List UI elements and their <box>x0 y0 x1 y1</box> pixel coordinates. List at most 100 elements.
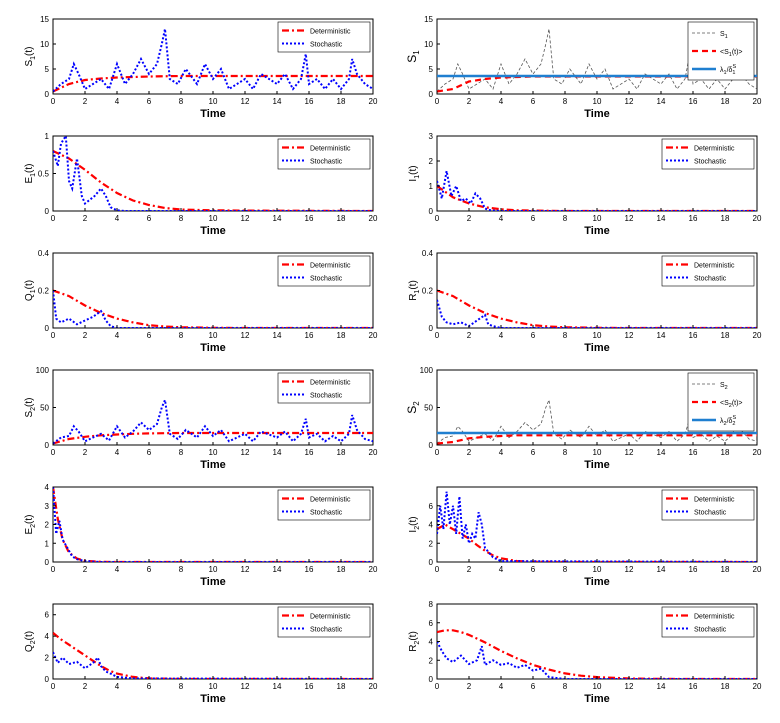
legend-label-sto: Stochastic <box>694 510 727 517</box>
y-tick-label: 3 <box>429 132 434 141</box>
x-tick-label: 6 <box>147 214 152 223</box>
x-axis-label: Time <box>584 576 609 588</box>
legend-label-sto: Stochastic <box>310 510 343 517</box>
legend-label-sto: Stochastic <box>694 159 727 166</box>
x-tick-label: 14 <box>273 97 282 106</box>
x-tick-label: 12 <box>241 565 250 574</box>
x-axis-label: Time <box>200 576 225 588</box>
y-tick-label: 0 <box>45 441 50 450</box>
y-tick-label: 0 <box>429 441 434 450</box>
x-tick-label: 14 <box>657 331 666 340</box>
x-tick-label: 12 <box>241 682 250 691</box>
x-tick-label: 2 <box>83 682 88 691</box>
series-Q1-det-0 <box>53 289 373 328</box>
x-tick-label: 6 <box>531 214 536 223</box>
x-tick-label: 8 <box>179 448 184 457</box>
x-tick-label: 6 <box>147 448 152 457</box>
x-tick-label: 16 <box>305 565 314 574</box>
y-tick-label: 0 <box>45 324 50 333</box>
legend: Deterministic Stochastic <box>277 489 371 521</box>
chart-E1: 0 2 4 6 8 10 12 14 16 18 20 0 0.5 1 Time E1(t) Determini… <box>24 132 378 237</box>
y-tick-label: 0 <box>429 207 434 216</box>
series-S2-det-0 <box>53 431 373 445</box>
x-tick-label: 8 <box>179 97 184 106</box>
legend: Deterministic Stochastic <box>661 138 755 170</box>
x-axis-label: Time <box>584 342 609 354</box>
x-tick-label: 18 <box>337 448 346 457</box>
legend-label-mean: <S1(t)> <box>720 49 743 58</box>
legend: Deterministic Stochastic <box>661 489 755 521</box>
x-tick-label: 20 <box>369 97 378 106</box>
y-axis-label: R1(t) <box>408 280 421 301</box>
x-tick-label: 12 <box>625 682 634 691</box>
y-tick-label: 0.2 <box>38 287 50 296</box>
y-tick-label: 6 <box>45 611 50 620</box>
y-tick-label: 0.2 <box>422 287 434 296</box>
legend-box <box>277 606 371 638</box>
y-tick-label: 2 <box>45 654 50 663</box>
y-tick-label: 3 <box>45 502 50 511</box>
legend-label-det: Deterministic <box>310 146 351 153</box>
series-I1-det-0 <box>437 185 757 211</box>
x-tick-label: 20 <box>753 448 762 457</box>
legend-label-sto: Stochastic <box>694 276 727 283</box>
y-tick-label: 0 <box>429 675 434 684</box>
y-tick-label: 0.4 <box>38 249 50 258</box>
y-tick-label: 2 <box>45 521 50 530</box>
y-tick-label: 50 <box>40 404 49 413</box>
x-tick-label: 2 <box>467 448 472 457</box>
x-tick-label: 4 <box>499 565 504 574</box>
x-tick-label: 18 <box>337 214 346 223</box>
y-axis-label: S2 <box>405 401 421 414</box>
x-tick-label: 0 <box>51 97 56 106</box>
y-axis-label: S2(t) <box>24 397 37 417</box>
x-tick-label: 14 <box>273 331 282 340</box>
y-tick-label: 1 <box>45 539 50 548</box>
x-tick-label: 18 <box>337 682 346 691</box>
x-tick-label: 18 <box>721 214 730 223</box>
chart-E2: 0 2 4 6 8 10 12 14 16 18 2001234TimeE2(t)Determini… <box>24 483 378 588</box>
x-tick-label: 8 <box>179 565 184 574</box>
y-tick-label: 8 <box>429 600 434 609</box>
x-tick-label: 12 <box>625 331 634 340</box>
x-tick-label: 12 <box>241 97 250 106</box>
y-tick-label: 2 <box>429 656 434 665</box>
x-tick-label: 18 <box>721 565 730 574</box>
x-tick-label: 16 <box>689 565 698 574</box>
y-axis-label: E2(t) <box>24 514 37 534</box>
x-tick-label: 4 <box>115 214 120 223</box>
x-tick-label: 14 <box>273 682 282 691</box>
x-tick-label: 2 <box>467 682 472 691</box>
y-tick-label: 4 <box>45 483 50 492</box>
x-tick-label: 16 <box>689 331 698 340</box>
x-tick-label: 4 <box>115 448 120 457</box>
legend-box <box>661 255 755 287</box>
x-axis-label: Time <box>584 459 609 471</box>
legend-label-sto: Stochastic <box>310 276 343 283</box>
x-tick-label: 2 <box>83 448 88 457</box>
x-tick-label: 18 <box>337 565 346 574</box>
legend: Deterministic Stochastic <box>277 606 371 638</box>
plot-area <box>436 486 758 563</box>
x-tick-label: 0 <box>435 331 440 340</box>
legend: Deterministic Stochastic <box>661 606 755 638</box>
legend-box <box>277 372 371 404</box>
x-tick-label: 4 <box>499 214 504 223</box>
x-tick-label: 8 <box>563 331 568 340</box>
series-R1-sto-1 <box>437 299 757 328</box>
y-axis-label: S1(t) <box>24 46 37 66</box>
y-axis-label: I2(t) <box>408 516 421 532</box>
x-tick-label: 0 <box>435 97 440 106</box>
x-tick-label: 12 <box>625 448 634 457</box>
x-axis-label: Time <box>200 459 225 471</box>
legend-label-level: λ1/δ1S <box>720 64 736 76</box>
series-S2-sto-1 <box>53 396 373 445</box>
x-tick-label: 10 <box>209 682 218 691</box>
x-tick-label: 8 <box>563 448 568 457</box>
chart-R2: 0 2 4 6 8 10 12 14 16 18 20 0 2 4 6 8 Time R2(t) Determini… <box>408 600 762 705</box>
x-tick-label: 20 <box>369 565 378 574</box>
y-tick-label: 5 <box>45 65 50 74</box>
x-tick-label: 0 <box>51 682 56 691</box>
x-tick-label: 0 <box>435 565 440 574</box>
x-tick-label: 14 <box>657 565 666 574</box>
